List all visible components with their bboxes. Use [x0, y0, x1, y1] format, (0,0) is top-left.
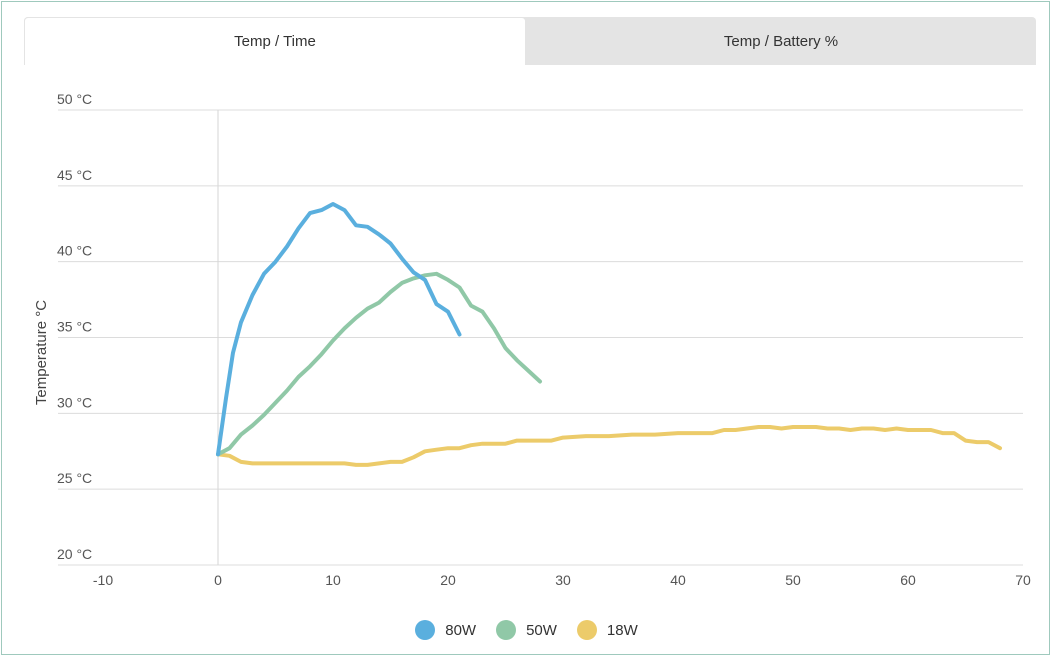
x-tick-label: 20 — [440, 572, 456, 588]
x-tick-label: 70 — [1015, 572, 1031, 588]
y-tick-label: 40 °C — [57, 243, 92, 259]
legend-dot-18w — [576, 620, 597, 640]
x-tick-label: 40 — [670, 572, 686, 588]
y-tick-label: 35 °C — [57, 319, 92, 335]
y-tick-label: 45 °C — [57, 167, 92, 183]
y-tick-label: 20 °C — [57, 546, 92, 562]
tab-temp-time[interactable]: Temp / Time — [24, 17, 526, 65]
x-tick-label: -10 — [93, 572, 113, 588]
x-tick-label: 30 — [555, 572, 571, 588]
legend-label-80w: 80W — [445, 621, 477, 639]
legend-item-50w[interactable]: 50W — [496, 620, 557, 640]
tab-temp-battery[interactable]: Temp / Battery % — [723, 32, 839, 50]
y-tick-label: 50 °C — [57, 91, 92, 107]
tab-bar: Temp / Time Temp / Battery % — [24, 17, 1036, 65]
legend-dot-80w — [415, 620, 436, 640]
chart-legend: 80W 50W 18W — [0, 620, 1053, 640]
y-tick-label: 30 °C — [57, 394, 92, 410]
series-line-80w — [216, 202, 462, 457]
legend-item-18w[interactable]: 18W — [576, 620, 638, 640]
legend-label-50w: 50W — [526, 621, 557, 639]
x-tick-label: 60 — [900, 572, 916, 588]
x-tick-label: 0 — [214, 572, 222, 588]
y-axis-title: Temperature °C — [33, 300, 50, 405]
x-tick-label: 10 — [325, 572, 341, 588]
y-tick-label: 25 °C — [57, 470, 92, 486]
legend-dot-50w — [496, 620, 517, 640]
legend-item-80w[interactable]: 80W — [415, 620, 476, 640]
legend-label-18w: 18W — [606, 621, 638, 639]
x-tick-label: 50 — [785, 572, 801, 588]
series-line-50w — [216, 271, 542, 457]
series-line-18w — [216, 425, 1002, 467]
